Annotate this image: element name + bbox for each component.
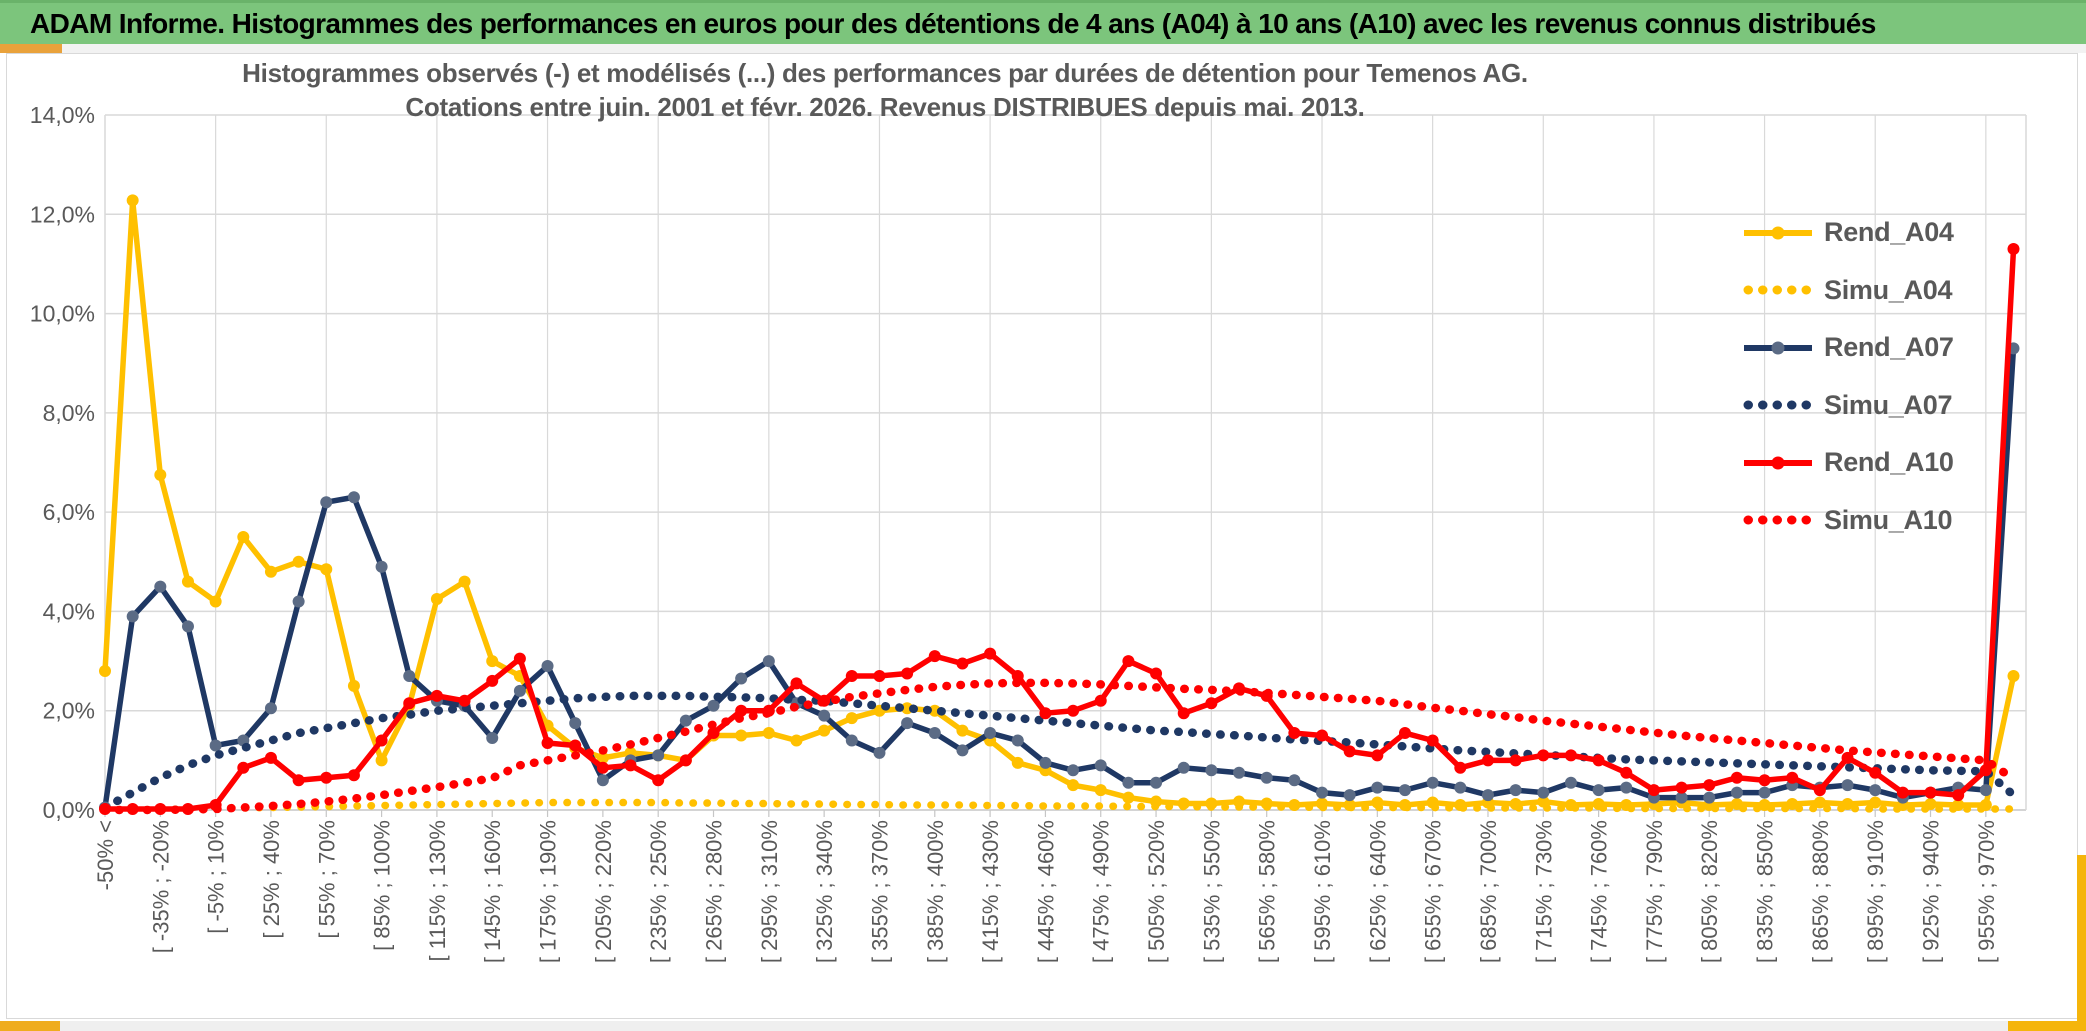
legend-label: Simu_A04 [1824,274,1953,305]
legend-label: Rend_A07 [1824,332,1954,363]
y-axis-label: 0,0% [43,797,95,823]
y-axis-label: 2,0% [43,698,95,724]
chart-legend: Rend_A04 Simu_A04 Rend_A07 Simu_A07 Rend_A10… [1742,204,2042,549]
legend-swatch-dotted-icon [1743,400,1813,410]
x-axis-label: [ 385% ; 400% [923,820,948,963]
header-divider [0,44,2086,53]
series-Rend_A07 [99,342,2020,814]
x-axis-label: [ 775% ; 790% [1642,820,1667,963]
x-axis-label: [ 85% ; 100% [370,820,395,951]
legend-label: Rend_A10 [1824,447,1954,478]
y-axis-label: 14,0% [30,102,95,128]
x-axis-label: [ 295% ; 310% [757,820,782,963]
x-axis-label: [ 415% ; 430% [978,820,1003,963]
x-axis-label: [ 595% ; 610% [1310,820,1335,963]
x-axis-label: [ 715% ; 730% [1531,820,1556,963]
legend-entry-Rend_A04[interactable]: Rend_A04 [1742,204,2042,262]
x-axis-label: [ 685% ; 700% [1476,820,1501,963]
chart-title-line1: Histogrammes observés (-) et modélisés (… [242,58,1528,88]
legend-entry-Rend_A07[interactable]: Rend_A07 [1742,319,2042,377]
legend-label: Simu_A10 [1824,504,1953,535]
series-Simu_A10 [100,678,2018,815]
header-bar: ADAM Informe. Histogrammes des performan… [0,0,2086,44]
gold-accent-right [2077,855,2086,1021]
x-axis-label: [ 535% ; 550% [1199,820,1224,963]
page-title: ADAM Informe. Histogrammes des performan… [30,8,1876,39]
chart-title-line2: Cotations entre juin. 2001 et févr. 2026… [405,92,1365,122]
legend-label: Simu_A07 [1824,389,1953,420]
legend-swatch-solid-icon [1744,226,1812,240]
x-axis-label: [ 865% ; 880% [1808,820,1833,963]
legend-swatch-dotted-icon [1743,285,1813,295]
legend-entry-Simu_A07[interactable]: Simu_A07 [1742,377,2042,435]
gold-accent-bottom-right [2008,1021,2086,1031]
y-axis-label: 4,0% [43,598,95,624]
y-axis-label: 10,0% [30,301,95,327]
x-axis-label: [ -35% ; -20% [148,820,173,953]
x-axis-label: [ 145% ; 160% [480,820,505,963]
y-axis-label: 8,0% [43,400,95,426]
x-axis-label: [ 925% ; 940% [1919,820,1944,963]
x-axis-label: [ 175% ; 190% [536,820,561,963]
x-axis-label: [ 955% ; 970% [1974,820,1999,963]
x-axis-label: [ 745% ; 760% [1587,820,1612,963]
gold-accent-top-left [0,44,62,53]
x-axis-label: [ 325% ; 340% [812,820,837,963]
x-axis-label: [ 115% ; 130% [425,820,450,961]
legend-swatch-dotted-icon [1743,515,1813,525]
series-Simu_A04 [101,798,2018,814]
x-axis-label: [ 895% ; 910% [1863,820,1888,963]
legend-swatch-solid-icon [1744,341,1812,355]
y-axis-label: 6,0% [43,499,95,525]
x-axis-label: [ 55% ; 70% [314,820,339,939]
x-axis-labels: -50% < [ -35% ; -20% [ -5% ; 10% [ 25% ; 40… [93,820,1999,963]
x-axis-label: [ 265% ; 280% [702,820,727,963]
x-axis-label: [ 835% ; 850% [1753,820,1778,963]
legend-entry-Rend_A10[interactable]: Rend_A10 [1742,434,2042,492]
legend-swatch-solid-icon [1744,456,1812,470]
x-axis-label: [ 565% ; 580% [1255,820,1280,963]
x-axis-label: [ 25% ; 40% [259,820,284,939]
legend-entry-Simu_A04[interactable]: Simu_A04 [1742,262,2042,320]
x-axis-label: [ -5% ; 10% [204,820,229,934]
y-axis-label: 12,0% [30,201,95,227]
legend-entry-Simu_A10[interactable]: Simu_A10 [1742,492,2042,550]
chart-title: Histogrammes observés (-) et modélisés (… [105,56,1665,124]
x-axis-label: [ 655% ; 670% [1421,820,1446,963]
x-axis-label: [ 355% ; 370% [867,820,892,963]
bottom-border [0,1021,2086,1031]
x-axis-label: [ 625% ; 640% [1365,820,1390,963]
legend-label: Rend_A04 [1824,217,1954,248]
x-axis-label: [ 235% ; 250% [646,820,671,963]
x-axis-label: [ 805% ; 820% [1697,820,1722,963]
x-axis-label: [ 205% ; 220% [591,820,616,963]
x-axis-label: [ 505% ; 520% [1144,820,1169,963]
x-axis-label: [ 475% ; 490% [1089,820,1114,963]
series-Rend_A10 [99,243,2020,816]
x-axis-label: [ 445% ; 460% [1033,820,1058,963]
gold-accent-bottom-left [0,1021,60,1031]
series-Simu_A07 [100,691,2018,812]
x-axis-label: -50% < [93,820,118,890]
